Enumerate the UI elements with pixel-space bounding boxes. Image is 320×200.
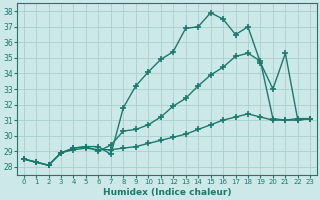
X-axis label: Humidex (Indice chaleur): Humidex (Indice chaleur)	[103, 188, 231, 197]
